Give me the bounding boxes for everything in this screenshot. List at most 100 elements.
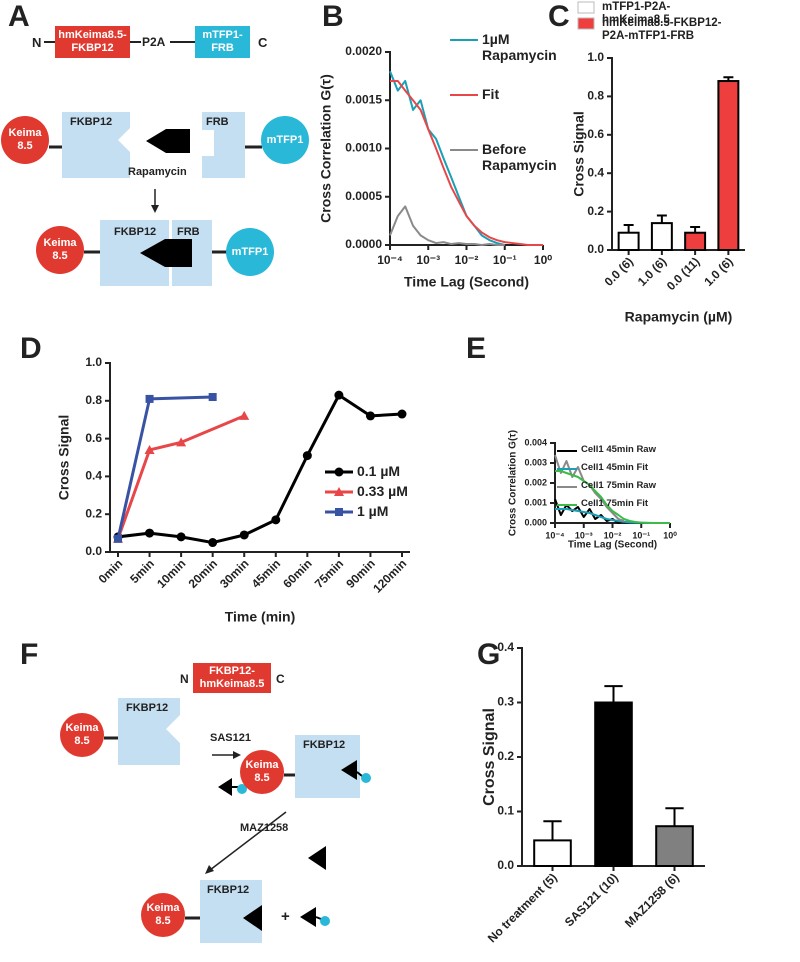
y-tick-label: 0.0015 xyxy=(345,92,382,106)
y-tick-label: 0.003 xyxy=(524,457,547,467)
x-tick-label: 10⁻³ xyxy=(575,530,593,540)
legend-label: Cell1 45min Fit xyxy=(581,462,649,474)
ligand xyxy=(218,778,232,796)
marker xyxy=(144,444,155,454)
y-tick-label: 0.002 xyxy=(524,477,547,487)
bar xyxy=(655,825,694,868)
x-tick-label: 10⁰ xyxy=(663,530,677,540)
x-tick-label: 10⁻⁴ xyxy=(377,253,403,267)
x-tick-label: MAZ1258 (6) xyxy=(622,870,682,930)
x-axis-label: Time Lag (Second) xyxy=(568,540,657,551)
marker xyxy=(397,409,407,419)
legend-label: Cell1 45min Raw xyxy=(581,444,656,456)
y-tick-label: 0.4 xyxy=(497,640,514,654)
y-tick-label: 0.8 xyxy=(587,89,604,103)
rapamycin xyxy=(146,129,190,153)
panel-label: E xyxy=(466,332,487,365)
x-tick-label: 10⁻² xyxy=(455,253,479,267)
panel-label: A xyxy=(8,0,30,33)
frb-label: FRB xyxy=(206,116,229,128)
frb-block xyxy=(202,112,245,178)
legend-label: 0.1 µM xyxy=(357,463,401,480)
y-tick-label: 0.3 xyxy=(497,695,514,709)
drug-label: MAZ1258 xyxy=(240,822,289,834)
y-tick-label: 0.2 xyxy=(497,749,514,763)
marker xyxy=(365,411,375,421)
x-tick-label: 0min xyxy=(96,556,126,586)
panel-label: C xyxy=(548,0,570,33)
ligand xyxy=(341,760,357,780)
y-tick-label: 1.0 xyxy=(85,355,102,369)
terminus: C xyxy=(276,672,285,686)
ligand-link xyxy=(356,771,363,777)
bar xyxy=(594,701,633,867)
fkbp-label: FKBP12 xyxy=(207,884,250,896)
y-tick-label: 0.000 xyxy=(524,517,547,527)
ligand-dot xyxy=(361,773,371,783)
ligand-dot xyxy=(237,784,247,794)
fkbp-block xyxy=(118,698,180,765)
marker xyxy=(176,532,186,542)
y-tick-label: 0.0 xyxy=(497,858,514,872)
diagram-a xyxy=(1,26,309,286)
marker xyxy=(302,451,312,461)
diagram-f xyxy=(60,663,371,943)
construct-box xyxy=(193,663,271,693)
y-tick-label: 0.4 xyxy=(85,469,102,483)
ligand xyxy=(308,846,326,870)
series-line xyxy=(116,395,213,540)
series-line xyxy=(555,470,670,524)
fkbp-block xyxy=(62,112,130,178)
error-bar xyxy=(656,214,667,224)
legend-label: 0.33 µM xyxy=(357,483,408,500)
legend-label: mTFP1-P2A-hmKeima8.5 xyxy=(602,0,671,27)
arrow-head xyxy=(233,751,241,759)
construct-label: FKBP12-hmKeima8.5 xyxy=(199,665,265,690)
y-tick-label: 0.0 xyxy=(85,544,102,558)
legend-label: Cell1 75min Fit xyxy=(581,498,649,510)
x-tick-label: 10⁻³ xyxy=(416,253,440,267)
mtfp-circle xyxy=(261,116,309,164)
drug-label: Rapamycin xyxy=(128,166,187,178)
y-tick-label: 0.001 xyxy=(524,497,547,507)
y-tick-label: 0.0005 xyxy=(345,189,382,203)
keima-label: Keima 8.5 xyxy=(245,759,279,784)
marker xyxy=(208,393,217,402)
bar xyxy=(533,839,572,868)
marker xyxy=(145,394,154,403)
x-tick-label: 60min xyxy=(280,556,314,590)
keima-circle xyxy=(60,713,104,757)
bar xyxy=(684,231,707,252)
marker xyxy=(334,390,344,400)
y-tick-label: 0.004 xyxy=(524,437,547,447)
y-axis-label: Cross Signal xyxy=(56,415,72,501)
y-tick-label: 0.0 xyxy=(587,242,604,256)
y-axis-label: Cross Correlation G(τ) xyxy=(508,430,519,536)
linker-label: P2A xyxy=(142,35,166,49)
x-tick-label: 0.0 (11) xyxy=(664,254,703,293)
bar xyxy=(717,80,740,252)
panel-label: B xyxy=(322,0,344,33)
marker xyxy=(239,410,250,420)
bar xyxy=(617,231,640,252)
mtfp-label: mTFP1 xyxy=(231,245,269,258)
terminus: N xyxy=(32,35,42,50)
y-tick-label: 0.6 xyxy=(587,127,604,141)
fkbp-label: FKBP12 xyxy=(70,116,113,128)
construct-box xyxy=(55,26,130,58)
legend-label: Fit xyxy=(482,86,500,103)
marker xyxy=(334,487,344,496)
terminus: N xyxy=(180,672,189,686)
legend-label: 1 µM xyxy=(357,503,389,520)
x-tick-label: 5min xyxy=(127,556,157,586)
y-tick-label: 0.2 xyxy=(85,506,102,520)
marker xyxy=(114,534,122,543)
keima-label: Keima 8.5 xyxy=(8,127,42,152)
x-tick-label: SAS121 (10) xyxy=(562,870,621,929)
panel-label: D xyxy=(20,332,42,365)
x-axis-label: Time (min) xyxy=(225,609,296,625)
y-tick-label: 0.0020 xyxy=(345,44,382,58)
construct-label: mTFP1-FRB xyxy=(202,29,243,54)
arrow-head xyxy=(205,865,214,874)
